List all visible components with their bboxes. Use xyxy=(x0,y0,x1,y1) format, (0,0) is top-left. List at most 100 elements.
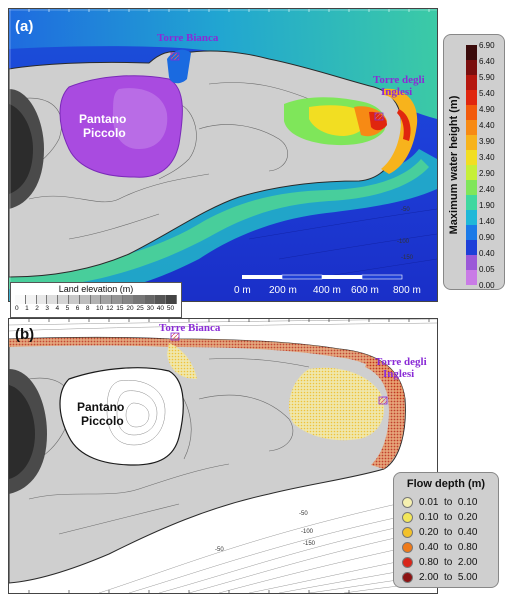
colorbar-tick-label: 2.40 xyxy=(479,185,495,194)
torre-inglesi-marker xyxy=(374,112,384,121)
land-elevation-ticks: 0 1 2 3 4 5 6 8 10 12 15 20 25 30 40 50 xyxy=(15,305,177,312)
colorbar-tick-label: 4 xyxy=(55,305,60,312)
colorbar-tick-label: 5.40 xyxy=(479,89,495,98)
colorbar-cell xyxy=(466,210,477,225)
contour-label: -100 xyxy=(301,529,314,535)
colorbar-cell xyxy=(466,45,477,60)
legend-swatch xyxy=(402,541,413,553)
colorbar-cell xyxy=(466,105,477,120)
colorbar-cell xyxy=(466,60,477,75)
colorbar-tick-label: 1.90 xyxy=(479,201,495,210)
pantano-label: Pantano xyxy=(77,400,124,414)
torre-inglesi-marker xyxy=(378,396,388,405)
water-height-colorbar xyxy=(466,45,477,285)
colorbar-tick-label: 1.40 xyxy=(479,217,495,226)
colorbar-cell xyxy=(112,295,123,304)
colorbar-tick-label: 0.90 xyxy=(479,233,495,242)
flow-depth-item: 2.00 to 5.00 xyxy=(402,570,477,584)
flow-depth-item: 0.40 to 0.80 xyxy=(402,540,477,554)
colorbar-cell xyxy=(155,295,167,304)
colorbar-tick-label: 3 xyxy=(45,305,49,312)
colorbar-tick-label: 4.90 xyxy=(479,105,495,114)
colorbar-cell xyxy=(466,240,477,255)
colorbar-tick-label: 0.40 xyxy=(479,249,495,258)
site-label-torre-bianca: Torre Bianca xyxy=(157,32,219,44)
flow-depth-item: 0.01 to 0.10 xyxy=(402,495,477,509)
flow-depth-item: 0.80 to 2.00 xyxy=(402,555,477,569)
site-label-torre-inglesi: Inglesi xyxy=(381,86,412,98)
colorbar-cell xyxy=(36,295,48,304)
flow-depth-legend-title: Flow depth (m) xyxy=(406,478,486,490)
colorbar-cell xyxy=(47,295,59,304)
contour-label: -50 xyxy=(299,511,308,517)
pantano-label: Pantano xyxy=(79,112,126,126)
colorbar-cell xyxy=(68,295,80,304)
colorbar-tick-label: 0 xyxy=(15,305,19,312)
colorbar-cell xyxy=(466,75,477,90)
contour-label: -150 xyxy=(303,541,316,547)
colorbar-cell xyxy=(466,150,477,165)
panel-label-b: (b) xyxy=(15,326,34,343)
colorbar-tick-label: 3.90 xyxy=(479,137,495,146)
contour-label: -100 xyxy=(397,239,410,245)
pantano-piccolo xyxy=(59,367,184,466)
scale-label: 200 m xyxy=(269,285,297,296)
colorbar-cell xyxy=(144,295,156,304)
pantano-label: Piccolo xyxy=(81,414,124,428)
colorbar-cell xyxy=(122,295,134,304)
map-panel-a: -50 -100 -150 (a) Torre Bianca Torre deg… xyxy=(8,8,438,302)
colorbar-cell xyxy=(466,135,477,150)
legend-swatch xyxy=(402,511,413,523)
flow-depth-map: -50 -100 -150 -50 (b) Torre Bianca Torre… xyxy=(9,319,437,593)
water-height-map: -50 -100 -150 (a) Torre Bianca Torre deg… xyxy=(9,9,437,301)
colorbar-cell xyxy=(15,295,26,304)
colorbar-tick-label: 50 xyxy=(166,305,175,312)
flow-depth-item-label: 0.10 to 0.20 xyxy=(419,511,478,523)
contour-label: -50 xyxy=(215,547,224,553)
colorbar-tick-label: 0.00 xyxy=(479,281,495,290)
colorbar-cell xyxy=(58,295,69,304)
colorbar-tick-label: 30 xyxy=(146,305,154,312)
colorbar-cell xyxy=(90,295,102,304)
flow-depth-legend: Flow depth (m) 0.01 to 0.10 0.10 to 0.20… xyxy=(393,472,499,588)
legend-swatch xyxy=(402,496,413,508)
colorbar-cell xyxy=(25,295,37,304)
colorbar-tick-label: 3.40 xyxy=(479,153,495,162)
scale-label: 0 m xyxy=(234,285,251,296)
colorbar-cell xyxy=(466,270,477,285)
colorbar-tick-label: 40 xyxy=(156,305,164,312)
site-label-torre-inglesi: Inglesi xyxy=(383,368,414,380)
torre-bianca-marker xyxy=(170,332,180,341)
pantano-label: Piccolo xyxy=(83,126,126,140)
contour-label: -150 xyxy=(401,255,414,261)
scale-label: 800 m xyxy=(393,285,421,296)
land-elevation-legend: Land elevation (m) 0 1 2 3 4 5 6 8 10 12 15 20 25 30 4… xyxy=(10,282,182,318)
panel-label-a: (a) xyxy=(15,18,33,35)
colorbar-cell xyxy=(166,295,177,304)
flow-depth-item-label: 0.40 to 0.80 xyxy=(419,541,478,553)
flow-depth-item-label: 2.00 to 5.00 xyxy=(419,571,478,583)
water-height-legend: Maximum water height (m) 6.90 6.40 5.90 5.4… xyxy=(443,34,505,290)
colorbar-tick-label: 12 xyxy=(106,305,114,312)
colorbar-tick-label: 2 xyxy=(35,305,39,312)
site-label-torre-inglesi: Torre degli xyxy=(373,74,425,86)
colorbar-tick-label: 5.90 xyxy=(479,73,495,82)
colorbar-tick-label: 5 xyxy=(65,305,70,312)
colorbar-tick-label: 6.90 xyxy=(479,41,495,50)
land-elevation-colorbar xyxy=(15,295,177,304)
colorbar-tick-label: 6 xyxy=(75,305,80,312)
legend-swatch xyxy=(402,556,413,568)
scale-label: 400 m xyxy=(313,285,341,296)
water-height-legend-title: Maximum water height (m) xyxy=(448,95,460,235)
colorbar-cell xyxy=(466,120,477,135)
flow-depth-item: 0.10 to 0.20 xyxy=(402,510,477,524)
legend-swatch xyxy=(402,526,413,538)
flow-depth-item-label: 0.01 to 0.10 xyxy=(419,496,478,508)
colorbar-cell xyxy=(466,165,477,180)
site-label-torre-bianca: Torre Bianca xyxy=(159,322,221,334)
colorbar-cell xyxy=(466,195,477,210)
flow-depth-item-label: 0.80 to 2.00 xyxy=(419,556,478,568)
colorbar-tick-label: 10 xyxy=(96,305,104,312)
colorbar-tick-label: 15 xyxy=(116,305,124,312)
colorbar-tick-label: 0.05 xyxy=(479,265,495,274)
